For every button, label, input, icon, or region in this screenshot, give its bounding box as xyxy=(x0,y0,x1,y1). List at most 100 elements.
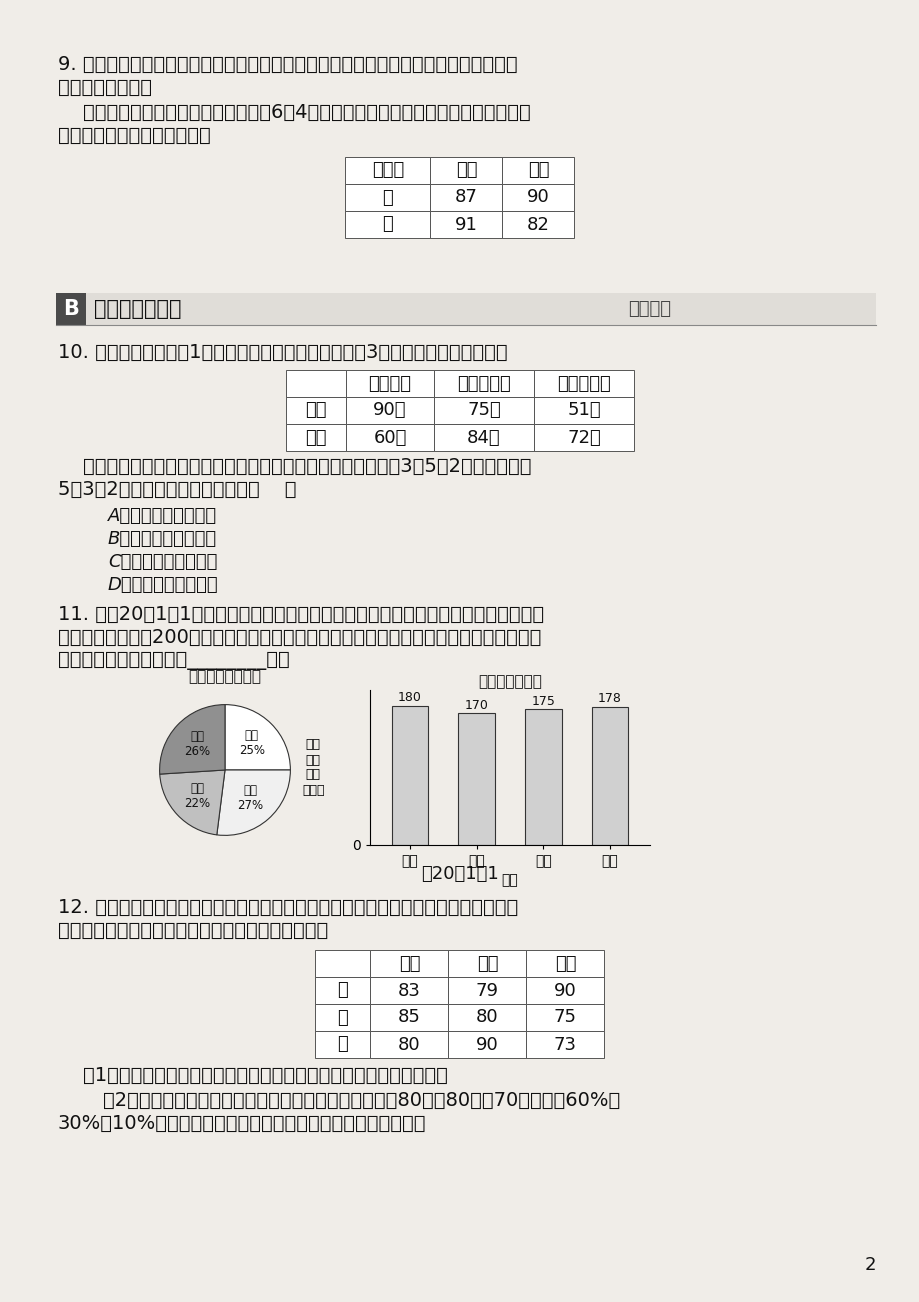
Text: 90: 90 xyxy=(553,982,576,1000)
Text: B: B xyxy=(63,299,79,319)
Text: 学跳绳考试的平均成绩为________个．: 学跳绳考试的平均成绩为________个． xyxy=(58,651,289,671)
Text: 170: 170 xyxy=(464,699,488,712)
Text: 二班
27%: 二班 27% xyxy=(237,784,263,812)
Bar xyxy=(448,950,526,976)
Bar xyxy=(526,1031,604,1059)
Text: 73: 73 xyxy=(553,1035,576,1053)
Title: 各班级平均成绩: 各班级平均成绩 xyxy=(478,674,541,689)
Bar xyxy=(430,184,502,211)
Wedge shape xyxy=(160,769,225,835)
Text: 丙: 丙 xyxy=(337,1035,348,1053)
Bar xyxy=(434,424,533,450)
Text: 甲: 甲 xyxy=(382,189,393,207)
Bar xyxy=(286,424,346,450)
Text: 一班
22%: 一班 22% xyxy=(184,783,210,810)
Bar xyxy=(370,1004,448,1031)
Text: 75分: 75分 xyxy=(467,401,500,419)
Text: 体能: 体能 xyxy=(554,954,575,973)
Text: 三班
26%: 三班 26% xyxy=(184,730,210,758)
Bar xyxy=(56,293,85,326)
Text: 11. 如图20－1－1是根据今年某校九年级学生体育考试跳绳的成绩绘制成的统计图．如: 11. 如图20－1－1是根据今年某校九年级学生体育考试跳绳的成绩绘制成的统计图… xyxy=(58,605,543,624)
Bar xyxy=(370,950,448,976)
Text: 笔试: 笔试 xyxy=(528,161,549,180)
Text: 84分: 84分 xyxy=(467,428,500,447)
Text: 72分: 72分 xyxy=(566,428,600,447)
Bar xyxy=(315,950,370,976)
Bar xyxy=(591,707,628,845)
Text: 90: 90 xyxy=(476,1035,498,1053)
Text: 若公司分别赋予面试成绩和笔试成绩6和4的权，计算甲、乙两人各自的平均成绩．从: 若公司分别赋予面试成绩和笔试成绩6和4的权，计算甲、乙两人各自的平均成绩．从 xyxy=(58,103,530,122)
Text: 果该校九年级共有200名学生参加了这项跳绳考试，根据该统计图给出的信息，可得这些同: 果该校九年级共有200名学生参加了这项跳绳考试，根据该统计图给出的信息，可得这些… xyxy=(58,628,540,647)
Text: B．小亮成绩增加的多: B．小亮成绩增加的多 xyxy=(108,530,217,548)
Bar xyxy=(346,397,434,424)
Title: 各班级人数百分比: 各班级人数百分比 xyxy=(188,669,261,684)
Text: 10. 学校广播站要招肘1名记者，小亮和小丽报名参加了3项素质测试，成绩如下：: 10. 学校广播站要招肘1名记者，小亮和小丽报名参加了3项素质测试，成绩如下： xyxy=(58,342,507,362)
Text: 85: 85 xyxy=(398,1009,421,1026)
Text: C．两人成绩均不变化: C．两人成绩均不变化 xyxy=(108,553,217,572)
Bar xyxy=(502,184,573,211)
Bar xyxy=(346,211,430,238)
Bar xyxy=(533,424,633,450)
Bar xyxy=(56,293,875,326)
Text: 90分: 90分 xyxy=(373,401,406,419)
Wedge shape xyxy=(225,704,290,769)
Text: 175: 175 xyxy=(531,695,555,708)
Text: 178: 178 xyxy=(597,693,621,706)
Text: 80: 80 xyxy=(476,1009,498,1026)
Bar xyxy=(315,1004,370,1031)
Text: 面试: 面试 xyxy=(455,161,477,180)
Text: 乙: 乙 xyxy=(382,216,393,233)
Bar xyxy=(448,1004,526,1031)
Bar xyxy=(526,950,604,976)
Bar xyxy=(370,1031,448,1059)
Text: 82: 82 xyxy=(527,216,550,233)
Bar xyxy=(370,976,448,1004)
Bar xyxy=(502,211,573,238)
Bar xyxy=(315,976,370,1004)
Bar xyxy=(434,397,533,424)
Text: 12. 某公司需招聘一名员工，对应聘者甲、乙、丙从笔试、面试、体能三个方面进行量: 12. 某公司需招聘一名员工，对应聘者甲、乙、丙从笔试、面试、体能三个方面进行量 xyxy=(58,898,517,917)
Bar xyxy=(448,1031,526,1059)
Bar xyxy=(430,211,502,238)
Wedge shape xyxy=(159,704,225,775)
Text: 5：3：2计算，则总分变化情况是（    ）: 5：3：2计算，则总分变化情况是（ ） xyxy=(58,480,296,499)
Text: 计算机水平: 计算机水平 xyxy=(557,375,610,392)
Text: 79: 79 xyxy=(475,982,498,1000)
Text: 写作能力: 写作能力 xyxy=(369,375,411,392)
Text: 180: 180 xyxy=(398,691,422,704)
Text: （1）根据三项得分的平均数，从高到低确定三名应聘者的排名顺序；: （1）根据三项得分的平均数，从高到低确定三名应聘者的排名顺序； xyxy=(58,1066,448,1085)
Text: 80: 80 xyxy=(398,1035,420,1053)
Bar xyxy=(346,424,434,450)
Text: 83: 83 xyxy=(398,982,421,1000)
Text: 87: 87 xyxy=(455,189,477,207)
Text: 面试: 面试 xyxy=(476,954,498,973)
Text: 2: 2 xyxy=(863,1256,875,1273)
Text: 四班
25%: 四班 25% xyxy=(239,729,265,758)
Text: 将写作能力、普通话水平、计算机水平这三项的总分由原先把3：5：2计算，变成按: 将写作能力、普通话水平、计算机水平这三项的总分由原先把3：5：2计算，变成按 xyxy=(58,457,531,477)
Text: 60分: 60分 xyxy=(373,428,406,447)
Text: 30%，10%的比例计入总分，根据规定，请你说明谁将被录用．: 30%，10%的比例计入总分，根据规定，请你说明谁将被录用． xyxy=(58,1115,426,1133)
Bar xyxy=(502,158,573,184)
Text: 规律方法综合练: 规律方法综合练 xyxy=(94,299,181,319)
Text: 乙: 乙 xyxy=(337,1009,348,1026)
Text: 他们的成绩看，谁将被录取？: 他们的成绩看，谁将被录取？ xyxy=(58,126,210,145)
X-axis label: 班次: 班次 xyxy=(501,874,517,888)
Bar xyxy=(434,370,533,397)
Text: 应聘者: 应聘者 xyxy=(371,161,403,180)
Bar xyxy=(526,976,604,1004)
Bar xyxy=(346,158,430,184)
Text: 化考核，甲、乙、丙各项得分（单位：分）如下表：: 化考核，甲、乙、丙各项得分（单位：分）如下表： xyxy=(58,921,328,940)
Text: 笔试: 笔试 xyxy=(398,954,420,973)
Bar xyxy=(525,710,562,845)
Text: D．变化情况无法确定: D．变化情况无法确定 xyxy=(108,575,219,594)
Text: 51分: 51分 xyxy=(567,401,600,419)
Text: 小亮: 小亮 xyxy=(305,401,326,419)
Text: 制）如下表所示．: 制）如下表所示． xyxy=(58,78,152,98)
Bar xyxy=(458,713,494,845)
Text: （2）该公司规定：笔试、面试、体能得分分别不得低于80分、80分、70分，并把60%，: （2）该公司规定：笔试、面试、体能得分分别不得低于80分、80分、70分，并把6… xyxy=(78,1091,619,1111)
Bar xyxy=(448,976,526,1004)
Text: 普通话水平: 普通话水平 xyxy=(457,375,510,392)
Text: 90: 90 xyxy=(527,189,550,207)
Text: 图20－1－1: 图20－1－1 xyxy=(421,865,498,883)
Text: 提升能力: 提升能力 xyxy=(628,299,670,318)
